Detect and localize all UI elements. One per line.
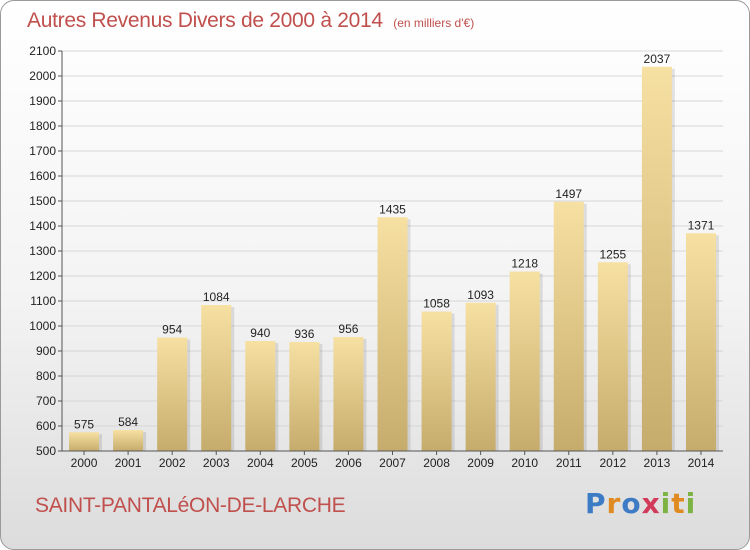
x-tick-label: 2007 [379, 456, 406, 470]
y-tick-label: 1200 [29, 269, 56, 283]
value-label: 584 [118, 415, 138, 429]
value-label: 1058 [423, 297, 450, 311]
bar-2014 [685, 233, 716, 451]
y-tick-label: 2000 [29, 69, 56, 83]
x-tick-label: 2012 [599, 456, 626, 470]
bar-2011 [553, 201, 584, 451]
bar-2013 [641, 66, 672, 451]
y-tick-label: 800 [36, 369, 56, 383]
chart-unit: (en milliers d'€) [393, 16, 475, 30]
proxiti-logo: Proxiti [585, 487, 697, 520]
bar-2000 [69, 432, 100, 451]
y-tick-label: 1900 [29, 94, 56, 108]
x-tick-label: 2003 [203, 456, 230, 470]
bar-2008 [421, 311, 452, 451]
y-tick-label: 500 [36, 444, 56, 458]
chart-title: Autres Revenus Divers de 2000 à 2014 [27, 9, 383, 32]
y-tick-label: 1500 [29, 194, 56, 208]
labels: 500 600 700 800 900 1000 1100 1200 1300 1400 1500 1… [29, 44, 714, 470]
axes [58, 50, 723, 455]
commune-name: SAINT-PANTALéON-DE-LARCHE [35, 494, 346, 517]
x-tick-label: 2010 [511, 456, 538, 470]
y-tick-label: 1600 [29, 169, 56, 183]
x-tick-label: 2013 [644, 456, 671, 470]
value-label: 956 [338, 322, 358, 336]
x-tick-label: 2008 [423, 456, 450, 470]
y-tick-label: 700 [36, 394, 56, 408]
x-tick-label: 2002 [159, 456, 186, 470]
y-tick-label: 1100 [30, 294, 56, 308]
value-label: 1497 [555, 187, 582, 201]
y-tick-label: 1400 [29, 219, 56, 233]
x-tick-label: 2001 [115, 456, 142, 470]
bar-2003 [201, 305, 232, 451]
bar-2009 [465, 302, 496, 451]
value-label: 954 [162, 323, 182, 337]
bars [69, 66, 719, 451]
value-label: 1084 [203, 290, 230, 304]
x-tick-label: 2009 [467, 456, 494, 470]
y-tick-label: 1000 [29, 319, 56, 333]
value-label: 1371 [688, 218, 715, 232]
bar-2002 [157, 337, 188, 451]
x-tick-label: 2014 [688, 456, 715, 470]
value-label: 1435 [379, 202, 406, 216]
x-tick-label: 2005 [291, 456, 318, 470]
bar-2004 [245, 341, 276, 451]
bar-2007 [377, 217, 408, 451]
bar-2012 [597, 262, 628, 451]
value-label: 1218 [511, 257, 538, 271]
bar-2006 [333, 337, 364, 451]
y-tick-label: 1700 [29, 144, 56, 158]
value-label: 940 [250, 326, 270, 340]
x-tick-label: 2000 [71, 456, 98, 470]
value-label: 1255 [599, 247, 626, 261]
x-tick-label: 2004 [247, 456, 274, 470]
y-tick-label: 1300 [29, 244, 56, 258]
value-label: 936 [294, 327, 314, 341]
bar-2010 [509, 271, 540, 451]
value-label: 575 [74, 417, 94, 431]
bar-2001 [113, 430, 144, 451]
value-label: 1093 [467, 288, 494, 302]
chart-title-block: Autres Revenus Divers de 2000 à 2014 (en… [27, 9, 474, 33]
x-tick-label: 2011 [556, 456, 582, 470]
bar-2005 [289, 342, 320, 451]
x-tick-label: 2006 [335, 456, 362, 470]
value-label: 2037 [644, 52, 671, 66]
y-tick-label: 2100 [29, 44, 56, 58]
y-tick-label: 900 [36, 344, 56, 358]
y-tick-label: 1800 [29, 119, 56, 133]
y-tick-label: 600 [36, 419, 56, 433]
